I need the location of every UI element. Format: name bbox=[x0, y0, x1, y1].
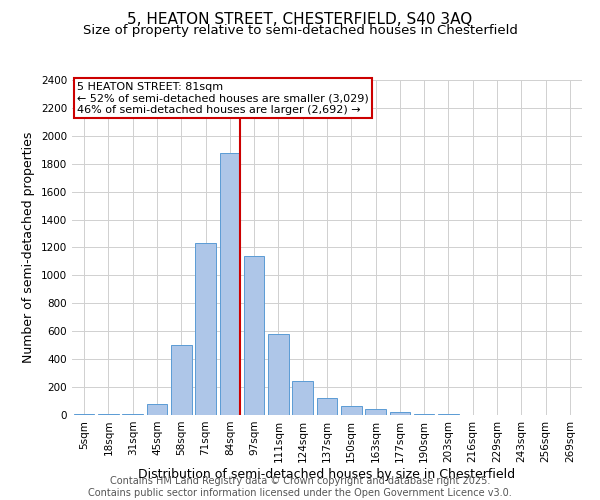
Text: Contains HM Land Registry data © Crown copyright and database right 2025.
Contai: Contains HM Land Registry data © Crown c… bbox=[88, 476, 512, 498]
Bar bbox=[98, 414, 119, 415]
Y-axis label: Number of semi-detached properties: Number of semi-detached properties bbox=[22, 132, 35, 363]
Bar bbox=[414, 414, 434, 415]
Bar bbox=[74, 414, 94, 415]
Bar bbox=[341, 406, 362, 415]
Text: 5 HEATON STREET: 81sqm
← 52% of semi-detached houses are smaller (3,029)
46% of : 5 HEATON STREET: 81sqm ← 52% of semi-det… bbox=[77, 82, 369, 115]
Bar bbox=[244, 256, 265, 415]
Text: 5, HEATON STREET, CHESTERFIELD, S40 3AQ: 5, HEATON STREET, CHESTERFIELD, S40 3AQ bbox=[127, 12, 473, 28]
Bar bbox=[195, 244, 216, 415]
Bar bbox=[146, 404, 167, 415]
Bar bbox=[438, 414, 459, 415]
Text: Size of property relative to semi-detached houses in Chesterfield: Size of property relative to semi-detach… bbox=[83, 24, 517, 37]
Bar bbox=[317, 398, 337, 415]
Bar bbox=[122, 414, 143, 415]
Bar bbox=[292, 381, 313, 415]
Bar bbox=[389, 412, 410, 415]
Bar bbox=[220, 152, 240, 415]
Bar bbox=[171, 345, 191, 415]
Bar bbox=[268, 334, 289, 415]
Bar bbox=[365, 410, 386, 415]
X-axis label: Distribution of semi-detached houses by size in Chesterfield: Distribution of semi-detached houses by … bbox=[139, 468, 515, 480]
